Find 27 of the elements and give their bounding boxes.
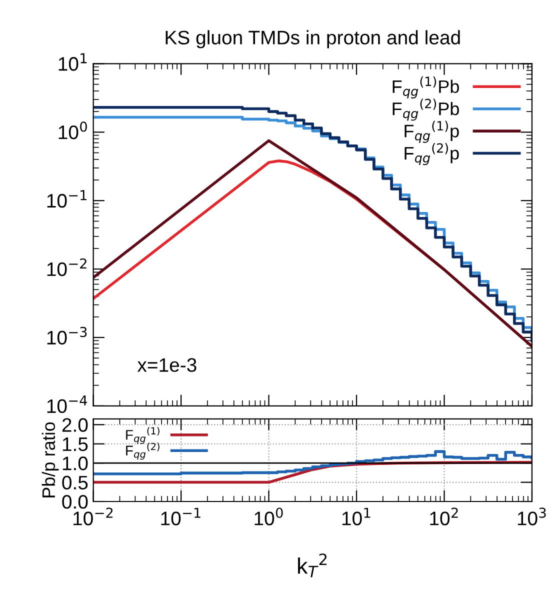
y-tick-label: 10$^{−1}$ (47, 190, 87, 208)
annotation: x=1e-3 (137, 358, 196, 372)
legend-label: F$_{qg}$$^{(1)}$p (404, 120, 459, 143)
y-tick-label: 10$^{−2}$ (47, 258, 86, 276)
y-tick-label: 10$^{−4}$ (47, 395, 87, 414)
legend-label: F$_{qg}$$^{(2)}$p (404, 142, 459, 166)
x-tick-label: 10$^{−1}$ (161, 508, 200, 526)
y-tick-label: 10$^{0}$ (58, 122, 87, 140)
x-tick-label: 10$^{1}$ (342, 508, 370, 526)
x-tick-label: 10$^{2}$ (430, 508, 458, 526)
y-tick-label: 10$^{−3}$ (47, 326, 87, 345)
x-tick-label: 10$^{0}$ (254, 508, 283, 526)
x-tick-label: 10$^{−2}$ (74, 508, 113, 526)
legend-label: F$_{qg}$$^{(1)}$Pb (392, 76, 459, 98)
legend-label: F$_{qg}$$^{(2)}$Pb (392, 98, 459, 121)
x-axis-title: k$_{T}$$^{2}$ (298, 554, 327, 578)
y-tick-label: 1.0 (62, 456, 88, 470)
legend-label: F$_{qg}$$^{(1)}$ (126, 426, 160, 444)
chart-title: KS gluon TMDs in proton and lead (166, 30, 460, 48)
y-tick-label: 2.0 (62, 418, 88, 432)
y-axis-title: Pb/p ratio (42, 422, 59, 498)
y-tick-label: 0.5 (62, 476, 88, 490)
y-tick-label: 0.0 (62, 494, 88, 509)
y-tick-label: 1.5 (62, 438, 88, 452)
y-tick-label: 10$^{1}$ (58, 53, 87, 71)
legend-label: F$_{qg}$$^{(2)}$ (126, 442, 160, 460)
x-tick-label: 10$^{3}$ (518, 508, 546, 526)
